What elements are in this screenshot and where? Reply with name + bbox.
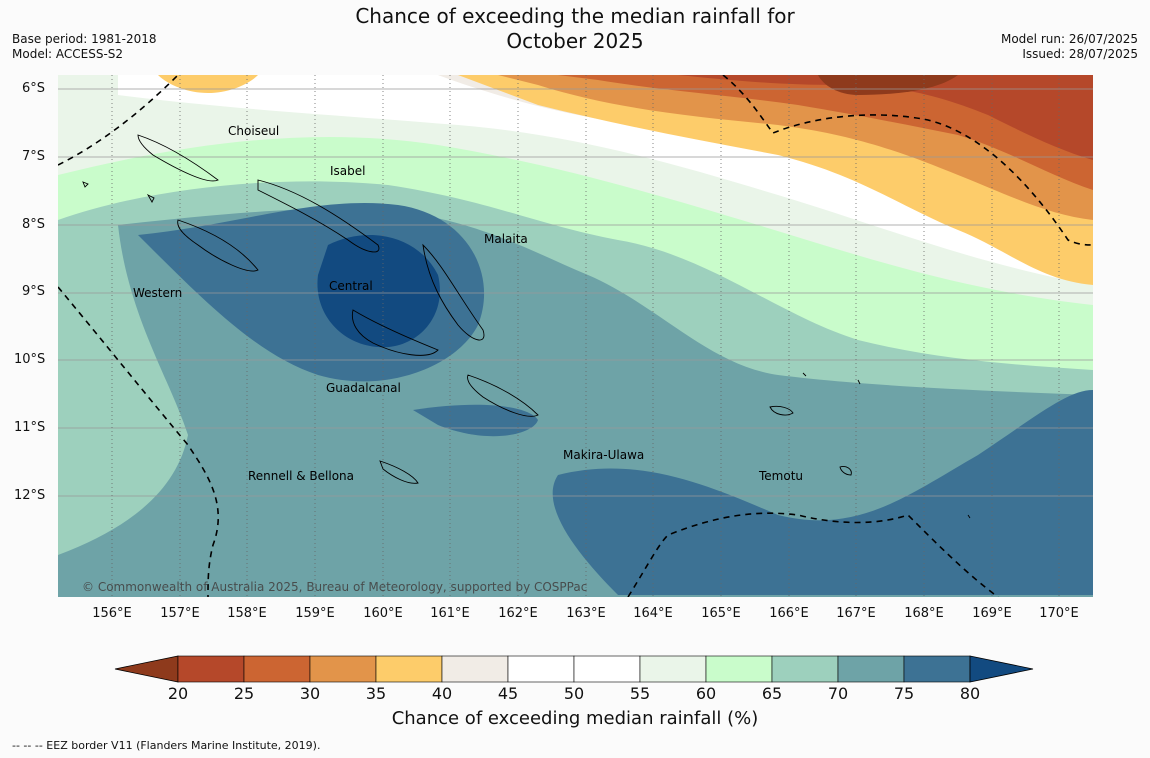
malaita-island — [422, 243, 485, 341]
isabel-island — [257, 179, 380, 253]
colorbar-cell — [177, 655, 245, 683]
lat-label-8s: 8°S — [22, 217, 46, 232]
rennell-island — [379, 460, 419, 484]
colorbar-cell — [771, 655, 839, 683]
lon-label-161e: 161°E — [430, 606, 470, 621]
lon-label-160e: 160°E — [363, 606, 403, 621]
rainfall-map — [58, 75, 1093, 597]
lon-label-157e: 157°E — [160, 606, 200, 621]
lon-label-159e: 159°E — [295, 606, 335, 621]
base-period: Base period: 1981-2018 — [12, 32, 157, 46]
colorbar-cell — [441, 655, 509, 683]
band-20 — [818, 75, 958, 95]
colorbar-tick-65: 65 — [761, 684, 783, 703]
lon-label-163e: 163°E — [566, 606, 606, 621]
title-line-1: Chance of exceeding the median rainfall … — [355, 4, 795, 28]
band-75-east — [552, 390, 1093, 595]
lat-label-9s: 9°S — [22, 284, 46, 299]
title-line-2: October 2025 — [506, 29, 644, 53]
band-40 — [158, 75, 258, 93]
colorbar-tick-75: 75 — [893, 684, 915, 703]
region-central: Central — [329, 279, 373, 293]
eez-footnote: -- -- -- EEZ border V11 (Flanders Marine… — [12, 739, 321, 752]
colorbar-tick-25: 25 — [233, 684, 255, 703]
colorbar-tick-45: 45 — [497, 684, 519, 703]
lon-label-162e: 162°E — [498, 606, 538, 621]
model-run-info: Model run: 26/07/2025 Issued: 28/07/2025 — [1001, 32, 1138, 62]
model-run: Model run: 26/07/2025 — [1000, 32, 1138, 46]
model-name: Model: ACCESS-S2 — [12, 47, 124, 61]
eez-border-east — [722, 75, 1093, 246]
guadalcanal-island — [351, 309, 439, 356]
eez-border-south — [627, 512, 999, 597]
map-title: Chance of exceeding the median rainfall … — [0, 4, 1150, 54]
choiseul-island — [137, 134, 219, 182]
region-malaita: Malaita — [484, 232, 528, 246]
region-rennell-bellona: Rennell & Bellona — [248, 469, 355, 483]
colorbar-cell — [903, 655, 971, 683]
makira-island — [467, 374, 539, 417]
colorbar-cell — [705, 655, 773, 683]
lat-label-10s: 10°S — [14, 352, 46, 367]
colorbar-cell — [309, 655, 377, 683]
colorbar-tick-60: 60 — [695, 684, 717, 703]
colorbar-cell — [639, 655, 707, 683]
temotu-island-2 — [839, 466, 852, 476]
small-islands — [82, 181, 971, 519]
lon-label-167e: 167°E — [836, 606, 876, 621]
colorbar-tick-35: 35 — [365, 684, 387, 703]
lat-label-6s: 6°S — [22, 81, 46, 96]
eez-border-north — [58, 75, 179, 166]
region-temotu: Temotu — [759, 469, 804, 483]
new-georgia-island — [177, 219, 259, 272]
lon-label-156e: 156°E — [92, 606, 132, 621]
band-25 — [678, 75, 1093, 160]
colorbar-tick-40: 40 — [431, 684, 453, 703]
lon-label-165e: 165°E — [701, 606, 741, 621]
region-choiseul: Choiseul — [228, 124, 280, 138]
colorbar-tick-30: 30 — [299, 684, 321, 703]
temotu-island — [769, 405, 794, 416]
colorbar-cell — [837, 655, 905, 683]
colorbar-tick-50: 50 — [563, 684, 585, 703]
colorbar-title: Chance of exceeding median rainfall (%) — [391, 708, 759, 729]
colorbar-tick-70: 70 — [827, 684, 849, 703]
colorbar-cell — [507, 655, 575, 683]
lon-label-166e: 166°E — [769, 606, 809, 621]
region-makira-ulawa: Makira-Ulawa — [563, 448, 645, 462]
lon-label-170e: 170°E — [1039, 606, 1079, 621]
colorbar-arrow-low — [114, 655, 179, 683]
colorbar-cell — [243, 655, 311, 683]
lat-label-7s: 7°S — [22, 149, 46, 164]
lat-label-12s: 12°S — [14, 488, 46, 503]
lon-label-164e: 164°E — [633, 606, 673, 621]
eez-border-west — [58, 286, 219, 597]
lon-label-168e: 168°E — [904, 606, 944, 621]
colorbar-cell — [375, 655, 443, 683]
colorbar — [114, 655, 1034, 683]
base-period-info: Base period: 1981-2018 Model: ACCESS-S2 — [12, 32, 157, 62]
colorbar-tick-80: 80 — [959, 684, 981, 703]
lon-label-169e: 169°E — [972, 606, 1012, 621]
colorbar-tick-20: 20 — [167, 684, 189, 703]
lat-label-11s: 11°S — [14, 420, 46, 435]
colorbar-tick-55: 55 — [629, 684, 651, 703]
region-isabel: Isabel — [330, 164, 366, 178]
region-guadalcanal: Guadalcanal — [326, 381, 401, 395]
copyright-notice: © Commonwealth of Australia 2025, Bureau… — [82, 580, 588, 594]
colorbar-cell — [573, 655, 641, 683]
colorbar-arrow-high — [969, 655, 1034, 683]
lon-label-158e: 158°E — [227, 606, 267, 621]
region-western: Western — [133, 286, 183, 300]
issued-date: Issued: 28/07/2025 — [1022, 47, 1138, 61]
band-80 — [317, 235, 440, 348]
